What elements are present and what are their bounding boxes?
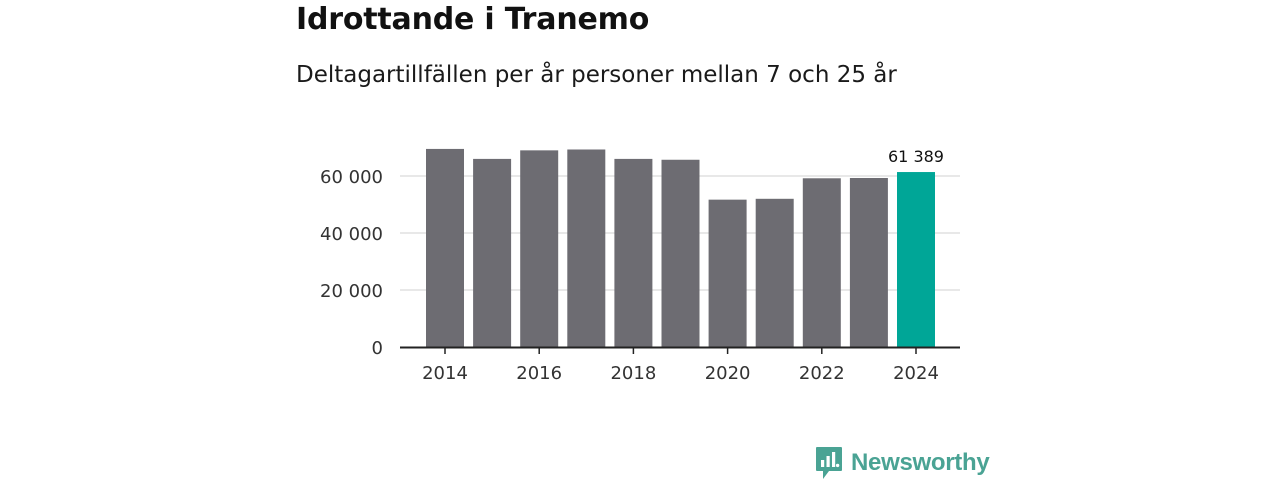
bar-2024 [897,172,935,347]
x-tick-label: 2014 [422,363,468,384]
y-tick-label: 20 000 [320,281,383,302]
bar-2020 [708,199,747,347]
y-tick-label: 40 000 [320,224,383,245]
bar-2016 [520,150,559,347]
y-tick-label: 60 000 [320,167,383,188]
bar-2019 [661,159,700,347]
bar-2023 [849,177,888,347]
labels: 0 20 000 40 000 60 000 61 389 2014 2016 2018 202… [320,147,944,384]
bar-2018 [614,158,653,347]
chart-title: Idrottande i Tranemo [296,2,650,37]
bar-2017 [567,149,606,347]
bar-2022 [802,178,841,347]
data-label: 61 389 [888,147,944,166]
bar-2021 [755,198,794,347]
newsworthy-logo-icon [816,447,842,479]
x-tick-label: 2020 [705,363,751,384]
bar-chart: 0 20 000 40 000 60 000 61 389 2014 2016 2018 202… [320,147,960,384]
brand-name: Newsworthy [851,449,990,476]
bar-2014 [426,148,464,347]
bars [426,148,935,347]
bar-2015 [473,158,512,347]
x-tick-label: 2016 [516,363,562,384]
x-tick-label: 2024 [893,363,939,384]
brand-logo: Newsworthy [815,446,990,480]
x-tick-label: 2018 [610,363,656,384]
chart-subtitle: Deltagartillfällen per år personer mella… [296,62,897,88]
y-tick-label: 0 [372,338,383,359]
axes [400,346,960,354]
x-tick-label: 2022 [799,363,845,384]
